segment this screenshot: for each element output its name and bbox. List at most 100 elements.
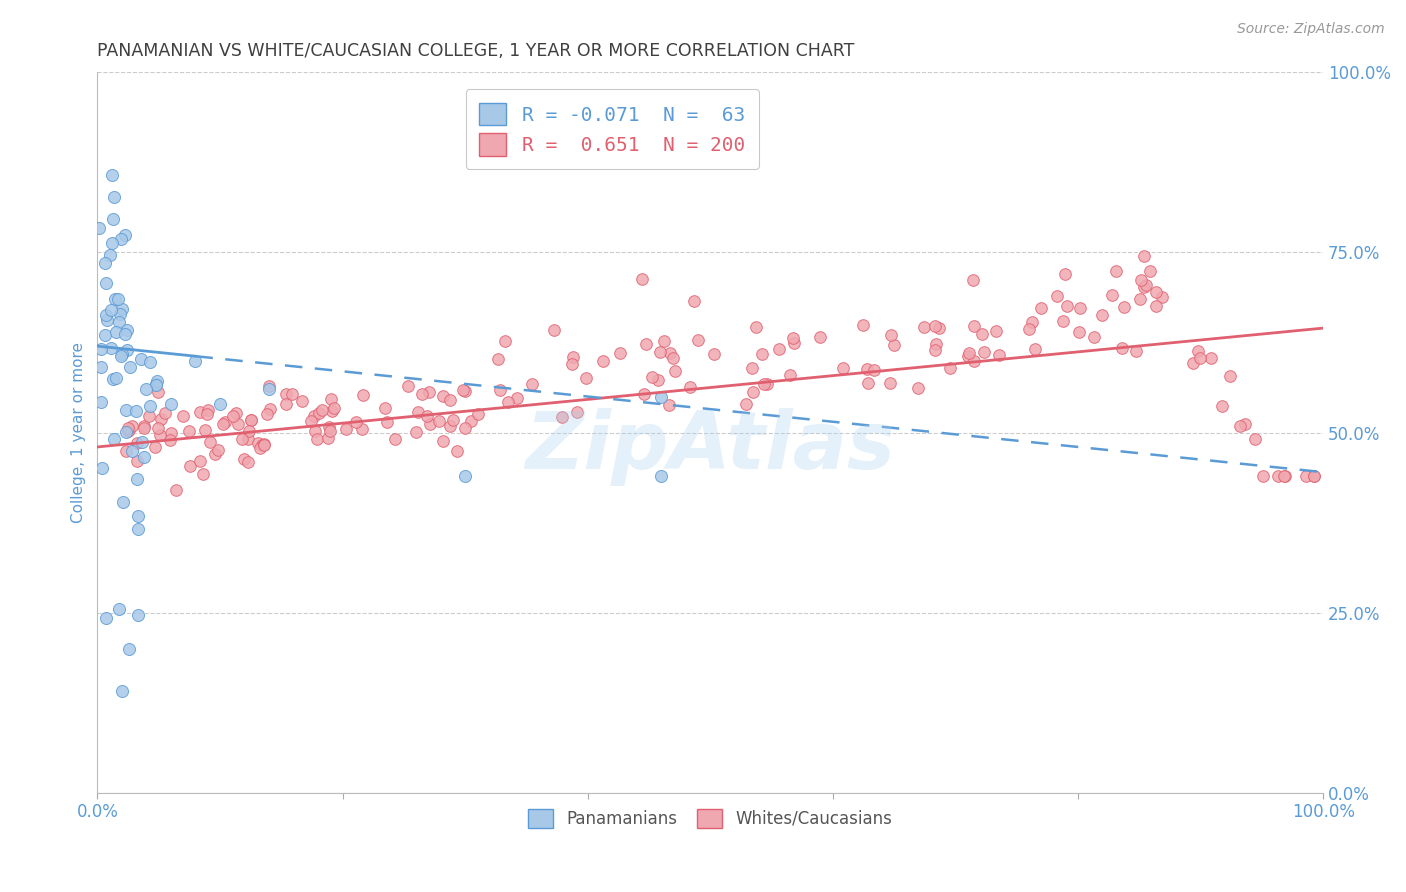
Point <box>100 341 122 355</box>
Point <box>467 407 489 421</box>
Point <box>1211 399 1233 413</box>
Point <box>488 383 510 397</box>
Point <box>188 405 211 419</box>
Point <box>1187 344 1209 359</box>
Point <box>650 468 672 483</box>
Point <box>145 376 167 391</box>
Point <box>1133 280 1156 294</box>
Point <box>96 611 118 625</box>
Point <box>925 337 948 351</box>
Point <box>1251 468 1274 483</box>
Point <box>108 307 131 321</box>
Point <box>103 432 125 446</box>
Point <box>118 642 141 657</box>
Point <box>439 418 461 433</box>
Point <box>662 351 685 366</box>
Point <box>494 334 516 348</box>
Point <box>688 333 710 347</box>
Point <box>486 351 509 366</box>
Point <box>91 461 114 475</box>
Point <box>101 235 124 250</box>
Point <box>1152 290 1174 304</box>
Point <box>520 376 543 391</box>
Point <box>239 413 262 427</box>
Point <box>454 384 477 398</box>
Point <box>121 418 143 433</box>
Point <box>703 347 725 361</box>
Point <box>179 459 201 474</box>
Point <box>912 320 935 334</box>
Point <box>100 302 122 317</box>
Point <box>505 391 527 405</box>
Point <box>633 387 655 401</box>
Point <box>302 409 325 424</box>
Point <box>575 371 598 385</box>
Point <box>281 387 304 401</box>
Point <box>1133 249 1156 263</box>
Point <box>89 342 111 356</box>
Point <box>318 431 340 445</box>
Point <box>172 409 194 423</box>
Point <box>257 382 280 396</box>
Point <box>127 608 149 623</box>
Point <box>650 345 672 359</box>
Point <box>112 494 135 508</box>
Point <box>111 347 134 361</box>
Point <box>928 320 950 334</box>
Point <box>117 424 139 438</box>
Point <box>145 374 167 388</box>
Point <box>652 334 675 348</box>
Point <box>988 348 1011 362</box>
Point <box>1295 468 1317 483</box>
Point <box>1021 315 1043 329</box>
Point <box>252 437 274 451</box>
Point <box>138 409 160 424</box>
Point <box>956 349 979 363</box>
Point <box>1069 301 1091 315</box>
Point <box>1182 356 1205 370</box>
Point <box>454 468 477 483</box>
Point <box>411 386 433 401</box>
Point <box>129 352 152 367</box>
Point <box>103 372 125 386</box>
Point <box>308 406 330 420</box>
Point <box>634 337 657 351</box>
Point <box>374 401 396 415</box>
Point <box>647 374 669 388</box>
Point <box>204 447 226 461</box>
Point <box>561 350 583 364</box>
Point <box>1029 301 1052 315</box>
Point <box>808 330 831 344</box>
Point <box>1303 468 1326 483</box>
Point <box>96 312 118 326</box>
Point <box>305 432 328 446</box>
Point <box>139 400 162 414</box>
Point <box>233 452 256 467</box>
Point <box>111 684 134 698</box>
Point <box>149 428 172 442</box>
Point <box>396 379 419 393</box>
Point <box>276 386 298 401</box>
Point <box>962 273 984 287</box>
Point <box>110 232 132 246</box>
Text: ZipAtlas: ZipAtlas <box>526 408 896 486</box>
Point <box>107 292 129 306</box>
Point <box>110 302 132 317</box>
Point <box>127 509 149 524</box>
Point <box>858 376 880 390</box>
Point <box>1130 273 1153 287</box>
Point <box>146 385 169 400</box>
Point <box>246 436 269 450</box>
Point <box>1105 264 1128 278</box>
Point <box>352 422 374 436</box>
Point <box>291 393 314 408</box>
Point <box>419 417 441 431</box>
Point <box>114 327 136 342</box>
Point <box>907 381 929 395</box>
Point <box>567 405 589 419</box>
Point <box>257 378 280 392</box>
Point <box>149 412 172 426</box>
Point <box>1024 342 1046 356</box>
Point <box>323 401 346 416</box>
Point <box>90 395 112 409</box>
